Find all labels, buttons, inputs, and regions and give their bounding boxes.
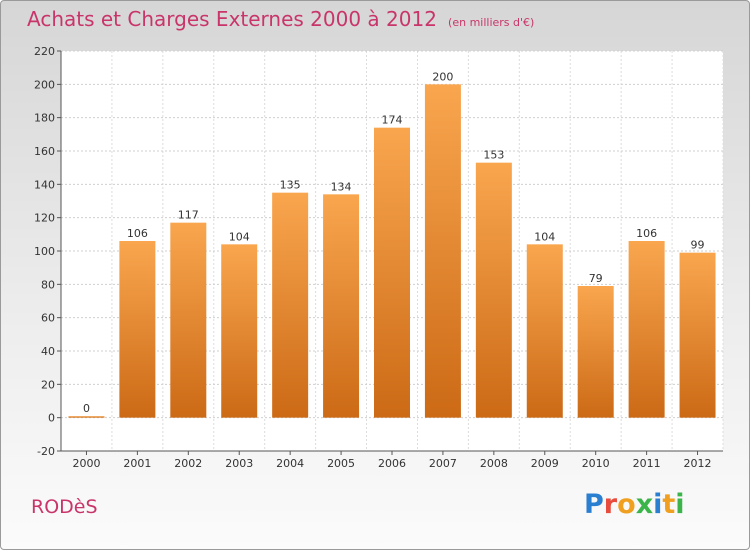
- chart-title: Achats et Charges Externes 2000 à 2012 (…: [27, 7, 534, 31]
- x-tick-label: 2007: [429, 457, 457, 470]
- x-tick-label: 2003: [225, 457, 253, 470]
- bar: [475, 162, 512, 418]
- chart-unit: (en milliers d'€): [448, 16, 535, 29]
- bar-value-label: 134: [331, 180, 352, 193]
- bar-value-label: 99: [691, 239, 705, 252]
- bar-value-label: 104: [229, 230, 250, 243]
- bar-value-label: 153: [483, 149, 504, 162]
- y-tick-label: 120: [34, 212, 55, 225]
- city-name: RODèS: [31, 496, 98, 518]
- y-tick-label: 60: [41, 312, 55, 325]
- bar: [577, 286, 614, 418]
- y-tick-label: 180: [34, 112, 55, 125]
- bar: [272, 192, 309, 418]
- bar-value-label: 200: [432, 70, 453, 83]
- bar-value-label: 104: [534, 230, 555, 243]
- y-tick-label: 80: [41, 278, 55, 291]
- x-tick-label: 2011: [633, 457, 661, 470]
- x-tick-label: 2009: [531, 457, 559, 470]
- chart-title-text: Achats et Charges Externes 2000 à 2012: [27, 7, 437, 31]
- bar: [424, 84, 461, 418]
- bar-value-label: 0: [83, 402, 90, 415]
- y-tick-label: 160: [34, 145, 55, 158]
- bar: [374, 127, 410, 418]
- y-tick-label: 100: [34, 245, 55, 258]
- bar-value-label: 106: [127, 227, 148, 240]
- y-tick-label: -20: [37, 445, 55, 458]
- y-tick-label: 0: [48, 412, 55, 425]
- bar-value-label: 106: [636, 227, 657, 240]
- x-tick-label: 2008: [480, 457, 508, 470]
- x-tick-label: 2005: [327, 457, 355, 470]
- x-tick-label: 2006: [378, 457, 406, 470]
- y-tick-label: 220: [34, 45, 55, 58]
- x-tick-label: 2001: [123, 457, 151, 470]
- bar: [628, 241, 665, 418]
- y-tick-label: 140: [34, 178, 55, 191]
- bar: [170, 222, 207, 418]
- bar: [221, 244, 258, 418]
- bar: [68, 416, 105, 418]
- bar: [679, 252, 716, 418]
- x-tick-label: 2010: [582, 457, 610, 470]
- bar-value-label: 174: [382, 114, 403, 127]
- x-tick-label: 2000: [72, 457, 100, 470]
- proxiti-logo: Proxiti: [584, 489, 685, 520]
- x-tick-label: 2002: [174, 457, 202, 470]
- bar: [323, 194, 360, 418]
- y-tick-label: 40: [41, 345, 55, 358]
- x-tick-label: 2012: [684, 457, 712, 470]
- bar-value-label: 79: [589, 272, 603, 285]
- bar: [526, 244, 563, 418]
- bar: [119, 241, 156, 418]
- y-tick-label: 20: [41, 378, 55, 391]
- x-tick-label: 2004: [276, 457, 304, 470]
- y-tick-label: 200: [34, 78, 55, 91]
- bar-value-label: 135: [280, 179, 301, 192]
- bar-value-label: 117: [178, 209, 199, 222]
